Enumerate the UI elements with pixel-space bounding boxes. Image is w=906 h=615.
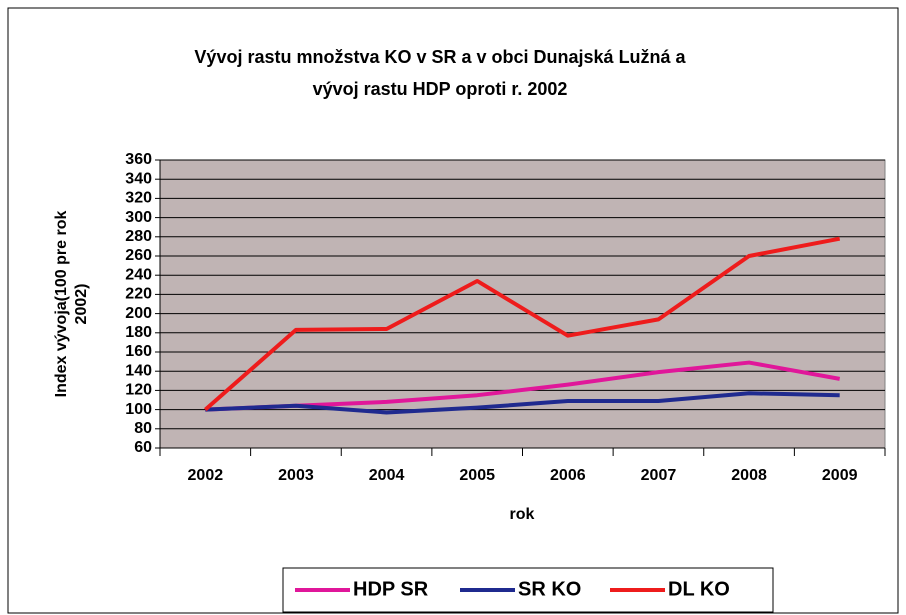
y-tick-label: 200 [125,305,152,322]
y-tick-label: 240 [125,266,152,283]
x-tick-label: 2007 [641,467,677,484]
x-tick-label: 2008 [731,467,767,484]
y-axis-label: Index vývoja(100 pre rok [53,211,70,398]
legend-label: DL KO [668,578,730,600]
x-tick-label: 2004 [369,467,405,484]
y-tick-label: 80 [134,420,152,437]
y-tick-label: 260 [125,247,152,264]
legend-box [282,567,774,613]
y-tick-label: 60 [134,439,152,456]
y-tick-label: 320 [125,190,152,207]
y-tick-label: 340 [125,170,152,187]
y-tick-label: 220 [125,286,152,303]
x-tick-label: 2006 [550,467,586,484]
y-tick-label: 280 [125,228,152,245]
series-line [205,391,840,415]
y-tick-label: 100 [125,401,152,418]
y-tick-label: 360 [125,151,152,168]
y-tick-label: 140 [125,362,152,379]
x-tick-label: 2009 [822,467,858,484]
x-tick-label: 2003 [278,467,314,484]
y-axis-label: 2002) [73,284,90,325]
x-tick-label: 2002 [188,467,224,484]
x-tick-label: 2005 [459,467,495,484]
chart-title: vývoj rastu HDP oproti r. 2002 [313,79,568,99]
series-line [203,236,841,412]
y-tick-label: 120 [125,382,152,399]
chart-title: Vývoj rastu množstva KO v SR a v obci Du… [194,47,686,67]
y-tick-label: 180 [125,324,152,341]
legend-label: HDP SR [353,578,429,600]
legend-label: SR KO [518,578,581,600]
y-tick-label: 160 [125,343,152,360]
y-tick-label: 300 [125,209,152,226]
x-axis-label: rok [510,506,535,523]
